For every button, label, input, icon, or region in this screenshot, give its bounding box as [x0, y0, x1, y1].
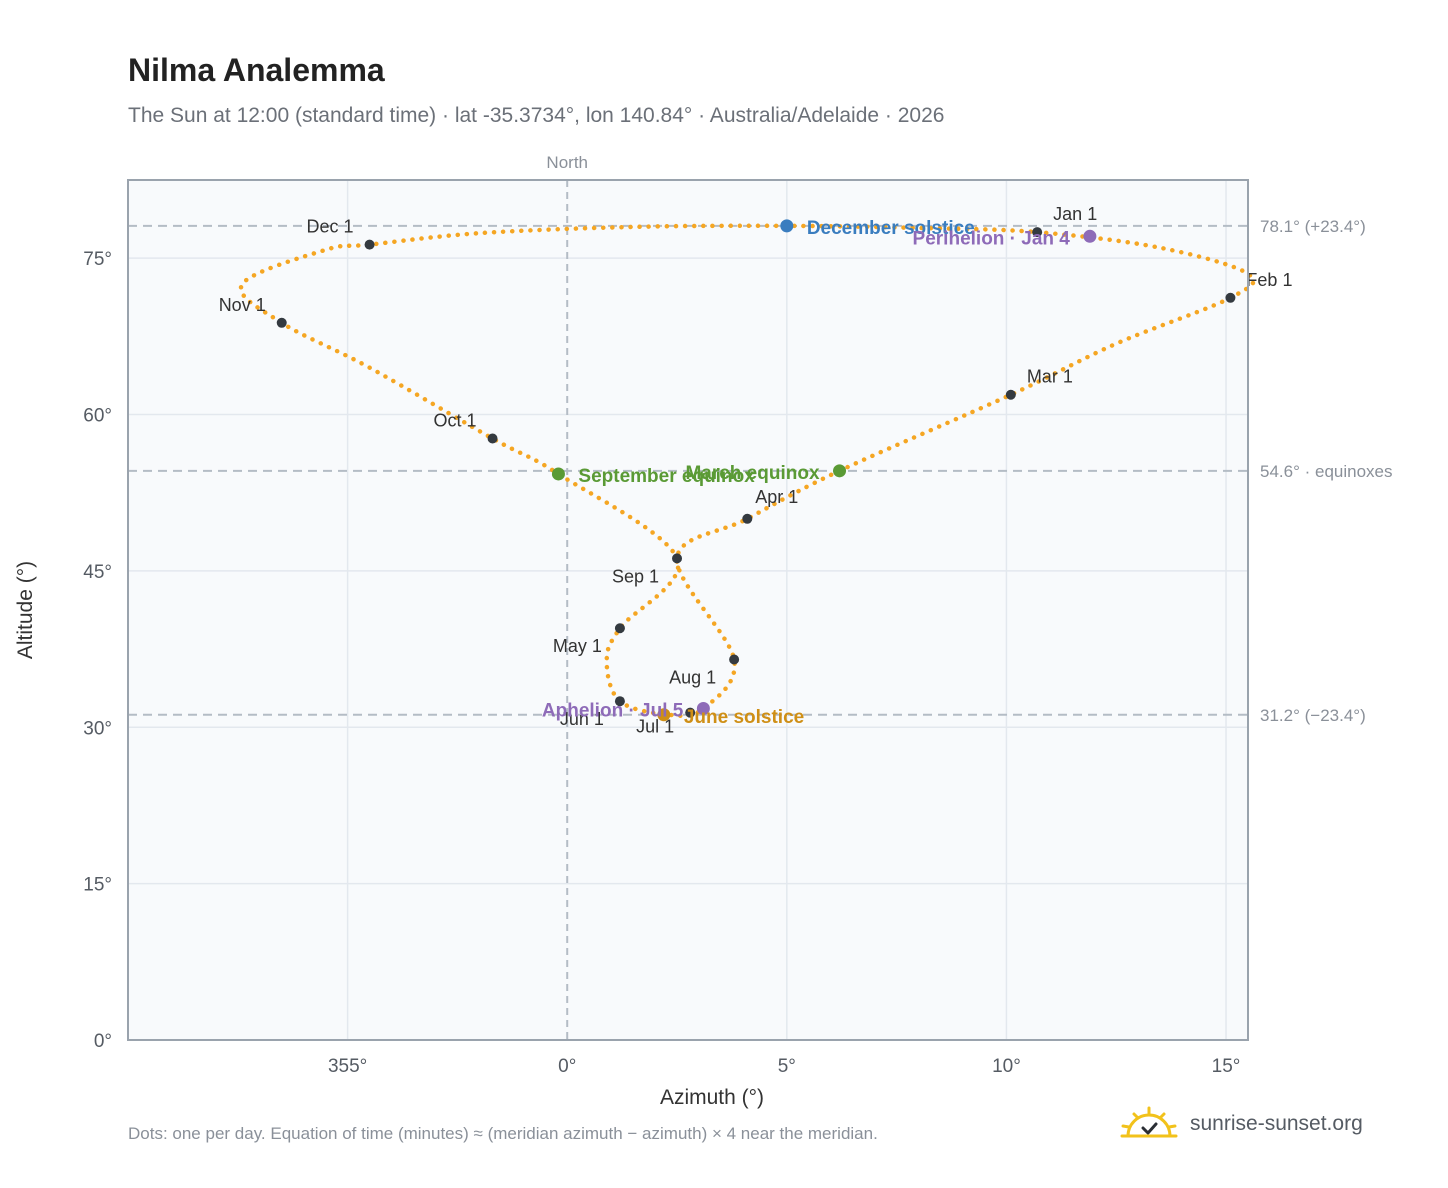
month-label: Mar 1 — [1027, 367, 1073, 387]
month-label: Jan 1 — [1053, 204, 1097, 224]
month-marker — [276, 317, 287, 328]
month-label: May 1 — [553, 636, 602, 656]
reference-line-label: 78.1° (+23.4°) — [1260, 217, 1366, 236]
month-label: Apr 1 — [755, 487, 798, 507]
footnote: Dots: one per day. Equation of time (min… — [128, 1124, 878, 1143]
event-marker — [1083, 229, 1097, 243]
event-label: March equinox — [685, 463, 820, 484]
x-tick-label: 5° — [778, 1056, 796, 1077]
x-tick-label: 0° — [558, 1056, 576, 1077]
plot-frame — [127, 179, 1249, 1041]
month-label: Jul 1 — [636, 717, 674, 737]
brand-logo[interactable]: sunrise-sunset.org — [1120, 1102, 1363, 1146]
event-marker — [696, 702, 710, 716]
event-marker — [551, 467, 565, 481]
x-tick-label: 10° — [992, 1056, 1021, 1077]
x-tick-label: 15° — [1212, 1056, 1241, 1077]
y-tick-label: 45° — [83, 562, 112, 583]
month-marker — [672, 553, 683, 564]
month-label: Dec 1 — [307, 217, 354, 237]
month-marker — [1225, 292, 1236, 303]
plot-background — [128, 180, 1248, 1040]
month-label: Sep 1 — [612, 566, 659, 586]
month-marker — [742, 513, 753, 524]
month-label: Feb 1 — [1246, 270, 1292, 290]
y-tick-label: 30° — [83, 718, 112, 739]
y-axis-title: Altitude (°) — [14, 561, 37, 659]
month-label: Oct 1 — [434, 411, 477, 431]
month-label: Nov 1 — [219, 295, 266, 315]
y-tick-label: 60° — [83, 406, 112, 427]
event-label: Perihelion · Jan 4 — [913, 228, 1071, 249]
month-marker — [487, 433, 498, 444]
month-label: Aug 1 — [669, 668, 716, 688]
month-marker — [614, 623, 625, 634]
month-marker — [1032, 227, 1043, 238]
sunrise-logo-icon — [1120, 1106, 1178, 1138]
event-label: December solstice — [807, 218, 975, 239]
analemma-daily-dots — [238, 223, 1256, 718]
y-tick-label: 75° — [83, 249, 112, 270]
brand-name: sunrise-sunset.org — [1190, 1112, 1363, 1135]
event-label: June solstice — [684, 707, 804, 728]
month-marker — [614, 696, 625, 707]
event-marker — [780, 219, 794, 233]
x-axis-title: Azimuth (°) — [660, 1086, 764, 1109]
meridian-label: North — [546, 153, 588, 172]
y-tick-label: 0° — [94, 1031, 112, 1052]
reference-line-label: 54.6° · equinoxes — [1260, 462, 1393, 481]
reference-line-label: 31.2° (−23.4°) — [1260, 706, 1366, 725]
month-label: Jun 1 — [560, 709, 604, 729]
month-marker — [1005, 389, 1016, 400]
chart-title: Nilma Analemma — [128, 52, 385, 88]
month-marker — [729, 654, 740, 665]
y-tick-label: 15° — [83, 875, 112, 896]
event-marker — [657, 708, 671, 722]
event-label: Aphelion · Jul 5 — [542, 701, 684, 722]
month-marker — [364, 239, 375, 250]
event-marker — [833, 464, 847, 478]
chart-subtitle: The Sun at 12:00 (standard time) · lat -… — [128, 104, 945, 127]
event-label: September equinox — [578, 466, 755, 487]
x-tick-label: 355° — [328, 1056, 367, 1077]
month-marker — [685, 707, 696, 718]
